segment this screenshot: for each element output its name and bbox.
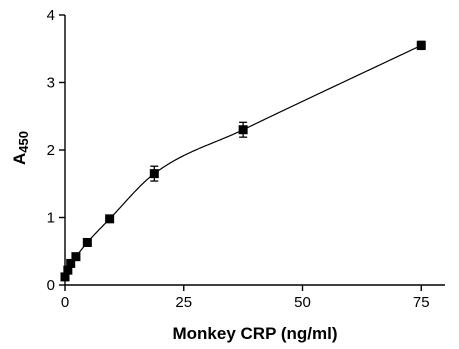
data-point <box>416 40 426 50</box>
data-point-group <box>416 40 426 51</box>
x-tick-label: 0 <box>61 294 69 311</box>
y-axis-title-main: A <box>10 153 29 165</box>
y-tick-label: 3 <box>47 75 55 92</box>
data-point-group <box>82 237 92 247</box>
x-tick-label: 50 <box>294 294 311 311</box>
data-point <box>66 258 76 268</box>
data-point <box>149 169 159 179</box>
data-point <box>63 265 73 275</box>
data-point <box>60 272 70 282</box>
fit-curve <box>64 44 422 278</box>
fit-curve-layer <box>64 44 422 278</box>
y-tick-label: 0 <box>47 277 55 294</box>
axes: 0 25 50 75 0 1 2 3 4 <box>47 7 445 311</box>
data-point <box>71 252 81 262</box>
x-tick-label: 75 <box>413 294 430 311</box>
data-point-group <box>105 214 115 224</box>
data-point <box>82 237 92 247</box>
data-point-group <box>71 252 81 262</box>
data-point <box>105 214 115 224</box>
data-point <box>238 125 248 135</box>
y-tick-label: 1 <box>47 210 55 227</box>
data-point-group <box>66 258 76 268</box>
data-point-group <box>60 272 70 282</box>
data-points-layer <box>60 40 426 282</box>
data-point-group <box>238 121 248 138</box>
data-point-group <box>63 265 73 275</box>
x-tick-label: 25 <box>175 294 192 311</box>
x-axis-title: Monkey CRP (ng/ml) <box>173 324 338 343</box>
y-axis-title: A450 <box>10 131 31 165</box>
y-tick-label: 2 <box>47 142 55 159</box>
y-tick-label: 4 <box>47 7 55 24</box>
y-axis-title-subscript: 450 <box>16 131 31 153</box>
data-point-group <box>149 165 159 182</box>
